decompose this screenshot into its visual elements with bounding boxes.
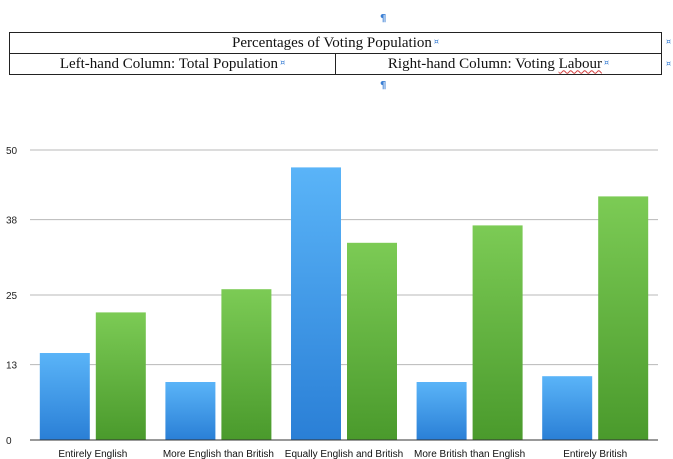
cell-end-marker: ¤	[603, 57, 610, 67]
right-column-header: Right-hand Column: Voting	[387, 55, 559, 72]
bar-series-1	[39, 353, 90, 440]
category-label: Entirely English	[58, 449, 127, 459]
bar-series-2	[472, 225, 523, 440]
bar-series-2	[598, 196, 649, 440]
category-label: More English than British	[163, 449, 274, 459]
pilcrow-mark-top: ¶	[380, 13, 387, 24]
percentages-table: Percentages of Voting Population ¤ Left-h…	[9, 32, 662, 75]
spellcheck-flagged-word[interactable]: Labour	[558, 55, 602, 72]
cell-end-marker: ¤	[280, 57, 286, 67]
cell-end-marker: ¤	[433, 36, 439, 46]
bar-series-1	[165, 382, 216, 440]
y-tick-label: 13	[6, 361, 18, 372]
y-tick-label: 38	[6, 216, 18, 227]
bar-series-1	[542, 376, 593, 440]
category-label: More British than English	[414, 449, 525, 459]
row-end-marker: ¤	[666, 59, 672, 68]
y-axis-tick-labels: 0 13 25 38 50	[6, 146, 18, 447]
category-labels: Entirely English More English than Britis…	[58, 449, 627, 459]
left-column-header-cell[interactable]: Left-hand Column: Total Population ¤	[9, 53, 336, 75]
bar-series-2	[95, 312, 146, 440]
bar-series-1	[416, 382, 467, 440]
pilcrow-mark-bottom: ¶	[380, 80, 387, 91]
table-header-row: Left-hand Column: Total Population ¤ Righ…	[9, 53, 662, 75]
bar-series-1	[291, 167, 341, 440]
bar-series-2	[221, 289, 272, 440]
left-column-header: Left-hand Column: Total Population	[59, 55, 279, 72]
right-column-header-cell[interactable]: Right-hand Column: Voting Labour ¤	[335, 53, 662, 75]
y-tick-label: 25	[6, 291, 18, 302]
category-label: Equally English and British	[285, 449, 403, 459]
bar-series-2	[347, 242, 397, 440]
y-tick-label: 0	[6, 436, 12, 447]
row-end-marker: ¤	[666, 37, 672, 46]
bars	[39, 167, 649, 440]
y-tick-label: 50	[6, 146, 18, 157]
table-title: Percentages of Voting Population	[232, 34, 432, 51]
category-label: Entirely British	[563, 449, 627, 459]
